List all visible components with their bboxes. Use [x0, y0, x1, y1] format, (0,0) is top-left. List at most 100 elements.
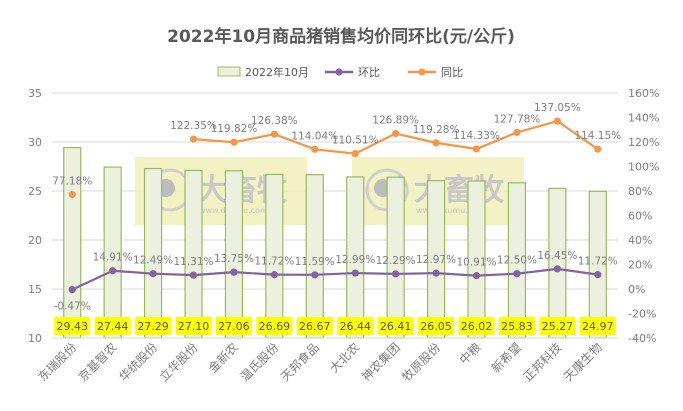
- mom-marker: [392, 270, 400, 278]
- x-tick-label: 大北农: [327, 340, 362, 375]
- bar-label: 25.27: [542, 320, 574, 333]
- yoy-marker: [432, 139, 440, 147]
- mom-data-label: 13.75%: [214, 253, 254, 265]
- x-tick-label: 立华股份: [156, 340, 201, 385]
- y2-tick-label: 140%: [628, 112, 659, 125]
- y2-tick-label: -40%: [628, 332, 656, 345]
- yoy-marker: [270, 130, 278, 138]
- yoy-data-label: 114.04%: [291, 130, 338, 142]
- legend-bar-label: 2022年10月: [245, 65, 309, 79]
- y2-tick-label: 40%: [628, 234, 652, 247]
- bar-label: 27.29: [137, 320, 169, 333]
- y2-tick-label: -20%: [628, 308, 656, 321]
- yoy-marker: [594, 145, 602, 153]
- x-tick-label: 温氏股份: [238, 340, 282, 384]
- bar-label: 26.41: [380, 320, 412, 333]
- bar-label: 26.69: [259, 320, 291, 333]
- mom-marker: [68, 285, 76, 294]
- mom-data-label: 11.59%: [295, 256, 335, 268]
- bar-label: 27.06: [218, 320, 250, 333]
- legend-yoy-marker: [418, 68, 426, 76]
- bar: [548, 187, 567, 339]
- mom-data-label: 12.97%: [416, 254, 456, 266]
- y-tick-label: 35: [28, 87, 42, 100]
- x-tick-label: 新希望: [488, 340, 524, 376]
- yoy-data-label: 127.78%: [494, 113, 541, 125]
- y2-tick-label: 120%: [628, 136, 659, 149]
- mom-data-label: 10.91%: [456, 257, 496, 269]
- yoy-data-label: 77.18%: [52, 175, 92, 187]
- bar-label-bg: [215, 317, 252, 335]
- mom-marker: [270, 271, 278, 279]
- x-tick-label: 牧原股份: [399, 340, 443, 384]
- yoy-marker: [189, 135, 198, 143]
- legend-mom-marker: [335, 68, 343, 76]
- yoy-data-label: 126.89%: [372, 115, 419, 127]
- y2-tick-label: 160%: [628, 87, 659, 100]
- bar-label: 27.44: [97, 320, 129, 333]
- mom-marker: [189, 271, 198, 279]
- bar-label: 26.67: [299, 320, 331, 333]
- legend-yoy-label: 同比: [441, 66, 463, 79]
- legend-bar-swatch: [217, 66, 241, 77]
- mom-data-label: 11.72%: [254, 256, 294, 268]
- x-tick-label: 正邦科技: [521, 340, 565, 384]
- mom-marker: [553, 265, 561, 273]
- mom-data-label: 16.45%: [537, 250, 577, 262]
- yoy-data-label: 122.35%: [170, 120, 217, 132]
- bar-label: 26.02: [461, 320, 493, 333]
- y-tick-label: 20: [28, 234, 42, 247]
- y-tick-label: 15: [28, 283, 42, 296]
- bar-label-bg: [418, 317, 455, 335]
- mom-marker: [513, 270, 521, 278]
- mom-data-label: 11.31%: [173, 256, 213, 268]
- y-tick-label: 30: [28, 136, 42, 149]
- x-tick-label: 中粮: [456, 340, 484, 368]
- mom-marker: [432, 269, 440, 277]
- mom-marker: [351, 269, 359, 277]
- yoy-data-label: 110.51%: [332, 135, 379, 147]
- mom-data-label: 11.72%: [578, 256, 618, 268]
- mom-marker: [311, 271, 319, 279]
- mom-data-label: -0.47%: [54, 301, 91, 313]
- bar-label-bg: [377, 317, 414, 335]
- bar-label-bg: [539, 317, 576, 335]
- bar-label-bg: [256, 317, 293, 335]
- x-tick-label: 东瑞股份: [35, 340, 79, 384]
- bar-label-bg: [498, 317, 535, 335]
- mom-marker: [594, 271, 602, 279]
- yoy-marker: [472, 145, 481, 153]
- y2-tick-label: 80%: [628, 185, 652, 198]
- bar-label: 29.43: [56, 320, 88, 333]
- bar-label-bg: [337, 317, 374, 335]
- mom-marker: [149, 270, 157, 278]
- y2-tick-label: 60%: [628, 210, 652, 223]
- y-tick-label: 10: [28, 332, 42, 345]
- yoy-data-label: 137.05%: [534, 102, 581, 114]
- yoy-marker: [553, 117, 561, 125]
- yoy-marker: [230, 138, 238, 146]
- x-tick-label: 天康生物: [560, 340, 605, 385]
- yoy-marker: [68, 190, 76, 199]
- bar-label-bg: [579, 317, 616, 335]
- mom-data-label: 12.29%: [376, 255, 416, 267]
- bar-label-bg: [54, 317, 91, 335]
- yoy-data-label: 119.82%: [211, 123, 258, 135]
- bar: [143, 167, 163, 339]
- mom-data-label: 12.99%: [335, 254, 375, 266]
- bar-label-bg: [296, 317, 333, 335]
- yoy-marker: [513, 128, 521, 137]
- mom-data-label: 12.50%: [497, 255, 537, 267]
- legend-mom-label: 环比: [358, 66, 380, 79]
- x-tick-label: 神农集团: [358, 340, 403, 385]
- mom-marker: [472, 272, 481, 280]
- mom-data-label: 14.91%: [93, 252, 133, 264]
- bar-label: 24.97: [582, 320, 614, 333]
- bar-label-bg: [458, 317, 495, 335]
- x-tick-label: 天邦食品: [277, 340, 322, 385]
- bar-label: 27.10: [178, 320, 210, 333]
- yoy-data-label: 114.33%: [453, 130, 500, 142]
- bar-label-bg: [175, 317, 212, 335]
- bar-label: 26.05: [420, 320, 452, 333]
- mom-marker: [109, 267, 117, 275]
